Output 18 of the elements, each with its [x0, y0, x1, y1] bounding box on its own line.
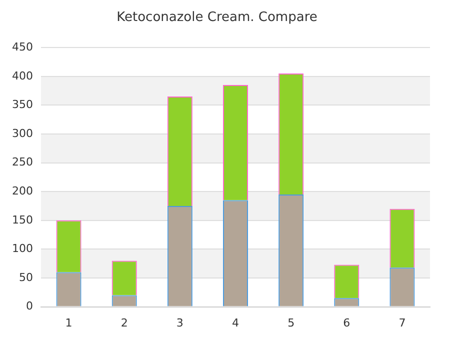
- x-tick-label: 6: [343, 316, 350, 330]
- x-tick-label: 2: [120, 316, 128, 330]
- y-tick-label: 200: [12, 184, 33, 198]
- y-tick-label: 50: [18, 270, 33, 284]
- y-tick-label: 350: [12, 98, 33, 112]
- x-tick-label: 1: [65, 316, 72, 330]
- y-tick-label: 250: [12, 156, 33, 169]
- y-tick-label: 450: [12, 40, 33, 54]
- y-tick-label: 100: [12, 242, 33, 256]
- y-tick-label: 400: [12, 69, 33, 82]
- chart-title: Ketoconazole Cream. Compare: [116, 10, 318, 26]
- y-tick-label: 0: [26, 300, 33, 313]
- x-tick-label: 3: [176, 316, 184, 330]
- x-tick-label: 4: [232, 316, 239, 330]
- y-tick-label: 150: [12, 213, 33, 226]
- x-tick-label: 5: [288, 316, 295, 330]
- x-tick-label: 7: [398, 316, 406, 330]
- y-tick-label: 300: [12, 126, 33, 140]
